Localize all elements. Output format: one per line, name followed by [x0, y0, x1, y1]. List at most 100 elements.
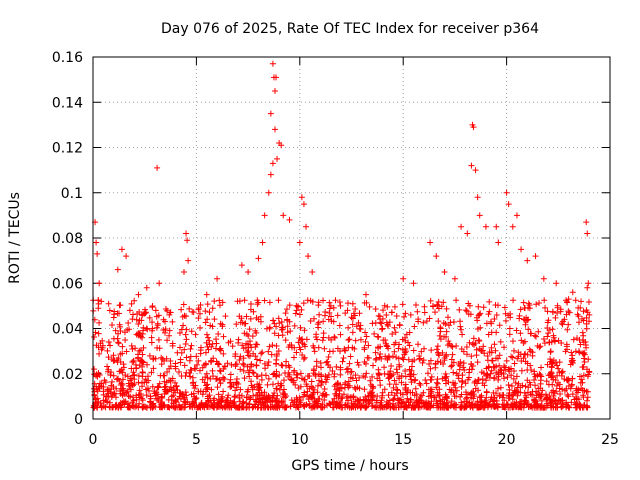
- data-point: [508, 353, 515, 360]
- data-point: [105, 339, 112, 346]
- y-axis-label: ROTI / TECUs: [7, 192, 23, 284]
- data-point: [107, 372, 114, 379]
- data-point: [513, 212, 520, 219]
- data-point: [110, 314, 117, 321]
- data-point: [95, 305, 102, 312]
- data-point: [362, 338, 369, 345]
- data-point: [368, 390, 375, 397]
- data-point: [421, 303, 428, 310]
- data-point: [576, 349, 583, 356]
- data-point: [334, 312, 341, 319]
- data-point: [203, 291, 210, 298]
- plot-frame: [92, 56, 611, 420]
- data-point: [130, 311, 137, 318]
- data-point: [497, 366, 504, 373]
- data-point: [362, 291, 369, 298]
- data-point: [249, 333, 256, 340]
- data-point: [290, 379, 297, 386]
- data-point: [106, 403, 113, 410]
- data-point: [203, 400, 210, 407]
- data-point: [491, 364, 498, 371]
- data-point: [544, 308, 551, 315]
- data-point: [143, 284, 150, 291]
- data-point: [190, 309, 197, 316]
- data-point: [186, 403, 193, 410]
- data-point: [411, 323, 418, 330]
- data-point: [586, 311, 593, 318]
- data-point: [324, 374, 331, 381]
- data-point: [105, 300, 112, 307]
- data-point: [491, 316, 498, 322]
- data-point: [279, 362, 286, 369]
- data-point: [120, 376, 127, 383]
- data-point: [566, 309, 573, 316]
- data-point: [563, 399, 570, 406]
- data-point: [248, 378, 255, 385]
- data-point: [311, 404, 318, 411]
- data-point: [509, 338, 516, 345]
- data-point: [314, 336, 321, 343]
- data-point: [128, 365, 135, 372]
- data-point: [138, 395, 145, 402]
- data-point: [572, 297, 579, 304]
- data-point: [276, 404, 283, 411]
- data-point: [390, 384, 397, 391]
- data-point: [331, 373, 338, 380]
- data-point: [150, 356, 157, 363]
- data-point: [203, 331, 210, 338]
- data-point: [560, 318, 567, 325]
- data-point: [311, 315, 318, 322]
- data-point: [183, 230, 190, 237]
- data-point: [244, 403, 251, 410]
- data-point: [498, 369, 505, 376]
- data-point: [558, 369, 565, 376]
- data-point: [187, 353, 194, 360]
- data-point: [116, 302, 123, 309]
- data-point: [485, 364, 492, 371]
- data-point: [541, 340, 548, 347]
- data-point: [466, 374, 472, 381]
- data-point: [473, 380, 480, 387]
- data-point: [472, 167, 479, 174]
- data-point: [325, 334, 332, 341]
- data-point: [146, 314, 153, 321]
- data-point: [487, 370, 494, 377]
- data-point: [95, 330, 102, 337]
- data-point: [209, 305, 216, 312]
- data-point: [537, 393, 544, 400]
- data-point: [169, 340, 176, 347]
- data-point: [437, 336, 444, 343]
- data-point: [323, 391, 330, 398]
- data-point: [458, 223, 465, 230]
- data-point: [386, 381, 393, 388]
- data-point: [210, 404, 217, 411]
- data-point: [372, 349, 379, 356]
- data-point: [544, 361, 551, 368]
- data-point: [458, 391, 465, 398]
- data-point: [399, 301, 406, 308]
- data-point: [301, 376, 308, 383]
- data-point: [473, 314, 480, 321]
- data-point: [540, 275, 547, 282]
- data-point: [281, 369, 288, 376]
- data-point: [140, 324, 147, 331]
- data-point: [238, 315, 245, 322]
- data-point: [563, 311, 570, 318]
- data-point: [414, 308, 421, 315]
- data-point: [477, 324, 484, 331]
- data-point: [297, 399, 304, 406]
- data-point: [456, 306, 463, 313]
- data-point: [245, 394, 252, 401]
- data-point: [313, 358, 320, 365]
- data-point: [427, 297, 434, 304]
- data-point: [375, 345, 382, 352]
- data-point: [352, 306, 359, 313]
- data-point: [271, 390, 278, 397]
- data-point: [320, 318, 327, 325]
- data-point: [273, 343, 280, 350]
- data-point: [499, 394, 506, 401]
- data-point: [416, 397, 423, 404]
- data-point: [132, 345, 139, 352]
- data-point: [348, 314, 355, 321]
- data-point: [292, 310, 299, 317]
